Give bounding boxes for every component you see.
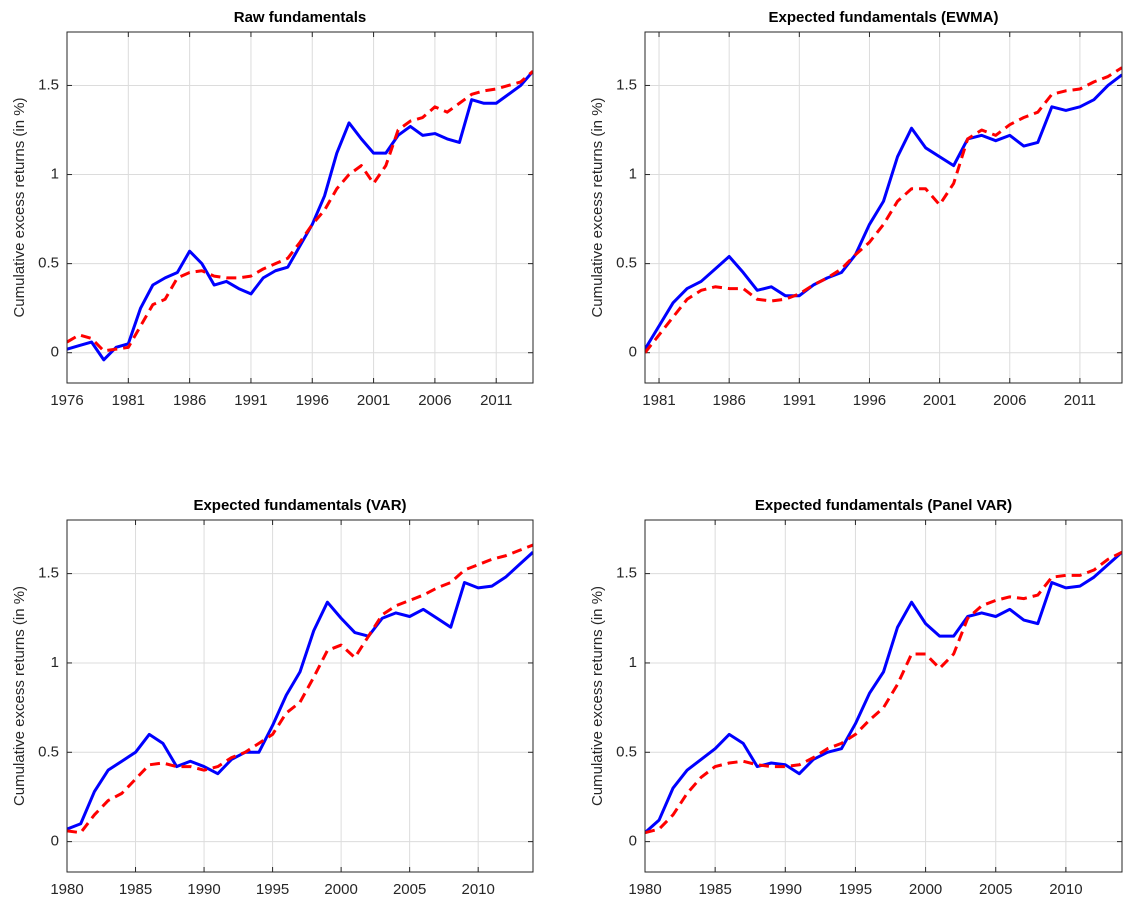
x-tick-label: 1990 [187, 881, 220, 898]
y-tick-label: 1 [629, 654, 637, 671]
y-tick-label: 0 [629, 344, 637, 361]
plot-area [67, 32, 533, 383]
y-tick-label: 0.5 [38, 743, 59, 760]
y-tick-label: 0 [51, 344, 59, 361]
x-tick-label: 2006 [993, 392, 1026, 409]
y-tick-label: 1 [629, 166, 637, 183]
subplot: 0 0.5 1 1.5 1981 1986 1991 1996 2001 2006 2011 Expe… [589, 9, 1123, 409]
x-tick-label: 1986 [173, 392, 206, 409]
chart-title: Expected fundamentals (Panel VAR) [755, 497, 1012, 514]
y-axis-label: Cumulative excess returns (in %) [589, 586, 606, 806]
x-tick-label: 2005 [393, 881, 426, 898]
chart-title: Raw fundamentals [234, 9, 367, 26]
y-tick-label: 0.5 [616, 255, 637, 272]
series-line [67, 70, 533, 353]
y-tick-label: 1.5 [38, 76, 59, 93]
x-tick-label: 2000 [909, 881, 942, 898]
series-line [67, 543, 533, 835]
plot-area [645, 520, 1122, 872]
x-tick-label: 1990 [769, 881, 802, 898]
y-axis-label: Cumulative excess returns (in %) [11, 97, 28, 317]
x-tick-label: 2010 [461, 881, 494, 898]
y-tick-label: 1.5 [616, 565, 637, 582]
y-tick-label: 1 [51, 166, 59, 183]
x-tick-label: 1986 [712, 392, 745, 409]
y-tick-label: 0 [51, 833, 59, 850]
series-line [645, 551, 1122, 834]
chart-title: Expected fundamentals (VAR) [193, 497, 406, 514]
subplot: 0 0.5 1 1.5 1976 1981 1986 1991 1996 2001 2006 2011… [11, 9, 534, 409]
subplot: 0 0.5 1 1.5 1980 1985 1990 1995 2000 2005 2010 Expe… [589, 497, 1123, 898]
x-tick-label: 2011 [480, 392, 512, 409]
x-tick-label: 2001 [357, 392, 390, 409]
y-tick-label: 0.5 [38, 255, 59, 272]
x-tick-label: 1985 [698, 881, 731, 898]
x-tick-label: 1980 [50, 881, 83, 898]
y-tick-label: 1 [51, 654, 59, 671]
x-tick-label: 1996 [853, 392, 886, 409]
y-tick-label: 0.5 [616, 743, 637, 760]
x-tick-label: 1981 [112, 392, 145, 409]
x-tick-label: 1991 [234, 392, 267, 409]
x-tick-label: 2001 [923, 392, 956, 409]
y-axis-label: Cumulative excess returns (in %) [589, 97, 606, 317]
x-tick-label: 2000 [324, 881, 357, 898]
x-tick-label: 1981 [642, 392, 675, 409]
y-axis-label: Cumulative excess returns (in %) [11, 586, 28, 806]
y-tick-label: 0 [629, 833, 637, 850]
x-tick-label: 1996 [296, 392, 329, 409]
x-tick-label: 1995 [839, 881, 872, 898]
x-tick-label: 2006 [418, 392, 451, 409]
plot-area [645, 32, 1122, 383]
axes-box [644, 519, 1123, 873]
x-tick-label: 1985 [119, 881, 152, 898]
x-tick-label: 2005 [979, 881, 1012, 898]
x-tick-label: 2011 [1064, 392, 1096, 409]
axes-box [66, 31, 534, 384]
series-line [67, 70, 533, 362]
plot-area [67, 520, 533, 872]
x-tick-label: 1995 [256, 881, 289, 898]
x-tick-label: 1976 [50, 392, 83, 409]
x-tick-label: 1991 [783, 392, 816, 409]
y-tick-label: 1.5 [616, 76, 637, 93]
axes-box [644, 31, 1123, 384]
series-line [645, 73, 1122, 350]
chart-title: Expected fundamentals (EWMA) [768, 9, 998, 26]
x-tick-label: 1980 [628, 881, 661, 898]
axes-box [66, 519, 534, 873]
y-tick-label: 1.5 [38, 565, 59, 582]
series-line [67, 551, 533, 831]
x-tick-label: 2010 [1049, 881, 1082, 898]
subplot: 0 0.5 1 1.5 1980 1985 1990 1995 2000 2005 2010 Expe… [11, 497, 534, 898]
